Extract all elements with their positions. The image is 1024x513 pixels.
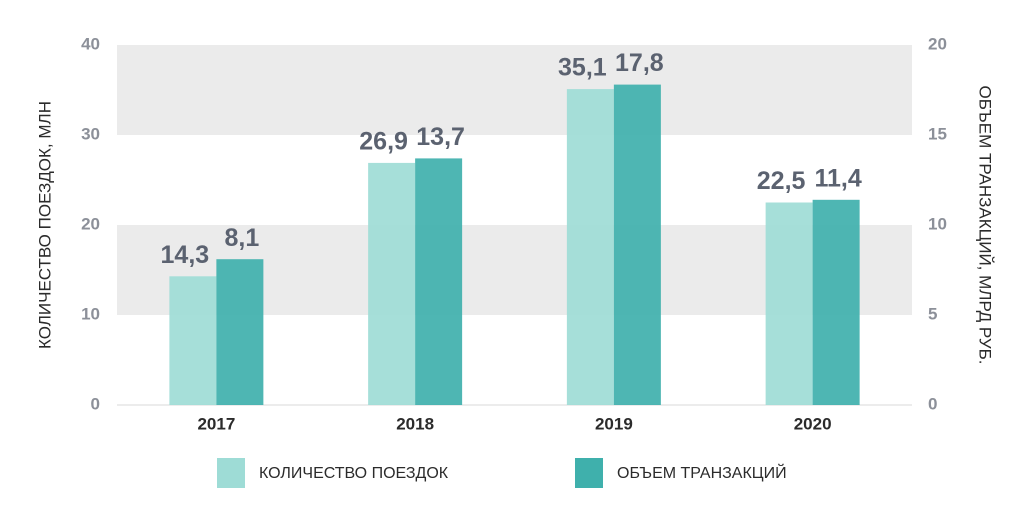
value-label: 35,1 — [558, 54, 607, 82]
bar — [216, 259, 264, 405]
value-label: 8,1 — [224, 224, 259, 252]
value-label: 22,5 — [757, 167, 806, 195]
legend-swatch — [575, 458, 603, 488]
y-tick-label: 0 — [91, 394, 100, 413]
legend-swatch — [217, 458, 245, 488]
bar — [812, 199, 860, 405]
y-tick-label: 10 — [81, 304, 100, 323]
x-tick-label: 2020 — [794, 414, 832, 433]
grid-band — [117, 45, 912, 135]
value-label: 14,3 — [161, 241, 210, 269]
value-label: 11,4 — [814, 164, 861, 192]
value-label: 17,8 — [615, 49, 664, 77]
y-axis-label: КОЛИЧЕСТВО ПОЕЗДОК, МЛН — [35, 101, 54, 349]
legend-label: ОБЪЕМ ТРАНЗАКЦИЙ — [617, 463, 787, 482]
y2-tick-label: 20 — [928, 34, 947, 53]
y-tick-label: 30 — [81, 124, 100, 143]
y2-tick-label: 0 — [928, 394, 937, 413]
x-tick-label: 2018 — [396, 414, 434, 433]
bar — [169, 276, 217, 405]
bar — [415, 158, 463, 405]
y2-tick-label: 15 — [928, 124, 947, 143]
value-label: 13,7 — [416, 123, 465, 151]
y2-tick-label: 10 — [928, 214, 947, 233]
y2-tick-label: 5 — [928, 304, 937, 323]
bar — [613, 84, 661, 405]
x-tick-label: 2019 — [595, 414, 633, 433]
bar — [368, 162, 416, 405]
bar — [765, 202, 813, 405]
x-tick-label: 2017 — [197, 414, 235, 433]
y-tick-label: 40 — [81, 34, 100, 53]
value-label: 26,9 — [359, 128, 408, 156]
y2-axis-label: ОБЪЕМ ТРАНЗАКЦИЙ, МЛРД РУБ. — [976, 85, 995, 364]
bar — [566, 89, 614, 405]
legend-label: КОЛИЧЕСТВО ПОЕЗДОК — [259, 465, 449, 482]
y-tick-label: 20 — [81, 214, 100, 233]
